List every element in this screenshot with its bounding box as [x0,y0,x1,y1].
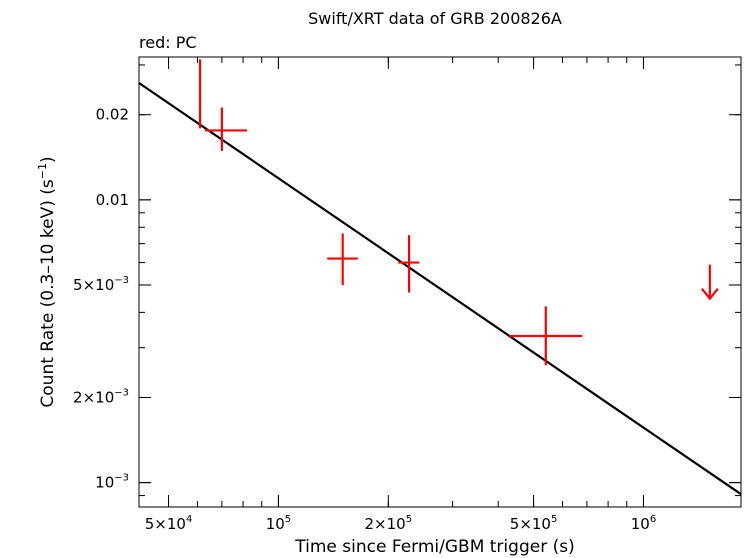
x-tick-exponent: 5 [406,514,412,525]
x-tick-mantissa: 5×10 [145,515,186,533]
y-tick-mantissa: 2×10 [73,389,114,407]
data-point [509,306,583,366]
y-axis-label-main: Count Rate (0.3–10 keV) (s [38,179,58,407]
y-tick-mantissa: 0.01 [96,191,129,209]
y-tick-mantissa: 0.02 [96,106,129,124]
y-tick-exponent: −3 [114,473,129,484]
y-axis-label: Count Rate (0.3–10 keV) (s−1) [36,156,58,407]
x-axis-label: Time since Fermi/GBM trigger (s) [294,537,574,557]
x-tick-mantissa: 10 [631,515,650,533]
y-tick-mantissa: 10 [95,474,114,492]
x-tick-exponent: 4 [186,514,192,525]
x-tick-mantissa: 10 [266,515,285,533]
y-tick-label: 0.01 [96,191,129,209]
x-tick-exponent: 6 [650,514,656,525]
data-point [327,233,358,285]
plot-frame [138,56,742,508]
chart-subtitle: red: PC [139,33,197,52]
x-tick-label: 2×105 [365,514,413,533]
y-tick-exponent: −3 [114,275,129,286]
y-tick-label: 2×10−3 [73,388,129,407]
chart-title: Swift/XRT data of GRB 200826A [308,9,562,28]
x-tick-label: 106 [631,514,656,533]
x-tick-mantissa: 5×10 [510,515,551,533]
y-tick-label: 5×10−3 [73,275,129,294]
data-point [205,107,247,151]
x-tick-mantissa: 2×10 [365,515,406,533]
y-axis-label-close: ) [38,156,58,163]
x-tick-exponent: 5 [285,514,291,525]
y-tick-exponent: −3 [114,388,129,399]
model-fit-line [138,82,742,496]
x-tick-exponent: 5 [551,514,557,525]
data-point [398,235,420,293]
x-tick-label: 5×104 [145,514,193,533]
y-axis-label-exponent: −1 [36,163,49,179]
y-tick-label: 10−3 [95,473,129,492]
upper-limit-head [700,287,719,301]
upper-limit-arrow [700,264,719,301]
y-tick-label: 0.02 [96,106,129,124]
y-tick-mantissa: 5×10 [73,276,114,294]
x-tick-label: 5×105 [510,514,558,533]
data-point [198,59,202,129]
x-tick-label: 105 [266,514,291,533]
